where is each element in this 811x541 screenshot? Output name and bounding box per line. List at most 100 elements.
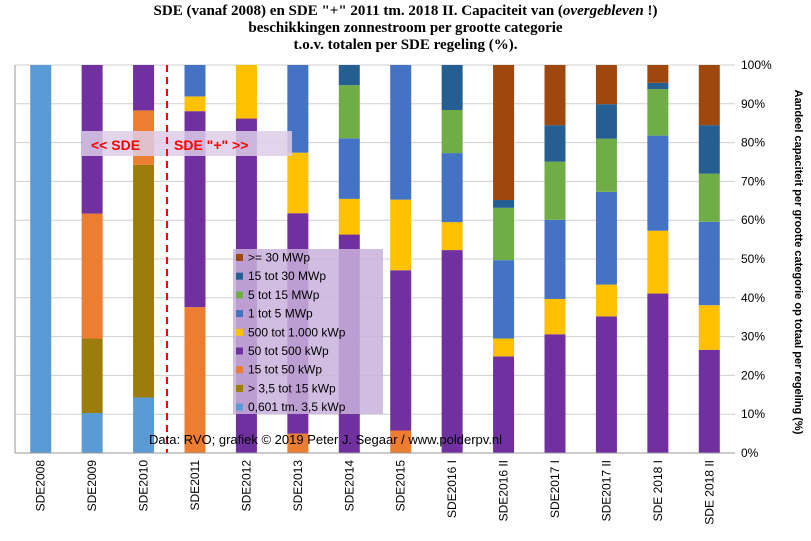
x-tick-label: SDE2012 bbox=[239, 460, 253, 512]
bar-segment-50-tot-500-kwp bbox=[133, 65, 155, 111]
bar-segment-0-601-tm-3-5-kwp bbox=[81, 413, 103, 453]
legend-swatch bbox=[236, 384, 243, 392]
bar-segment-500-tot-1-000-kwp bbox=[441, 222, 463, 251]
chart-title-prefix: SDE (vanaf 2008) en SDE "+" 2011 tm. 201… bbox=[153, 3, 563, 19]
bar-segment-500-tot-1-000-kwp bbox=[493, 338, 515, 357]
y-tick-label: 10% bbox=[741, 407, 765, 421]
y-tick-label: 100% bbox=[741, 58, 772, 72]
bar-segment-1-tot-5-mwp bbox=[441, 153, 463, 223]
legend-label: 15 tot 30 MWp bbox=[248, 269, 326, 283]
y-tick-labels: 0% 10% 20% 30% 40% 50% 60% 70% 80% 90% 100% bbox=[741, 58, 772, 460]
chart-title-line-3: t.o.v. totalen per SDE regeling (%). bbox=[293, 37, 518, 53]
legend-label: 50 tot 500 kWp bbox=[248, 344, 329, 358]
x-tick-label: SDE2009 bbox=[85, 460, 99, 512]
legend-background bbox=[233, 249, 383, 414]
bar-segment-50-tot-500-kwp bbox=[698, 349, 720, 453]
bar-segment-5-tot-15-mwp bbox=[441, 110, 463, 154]
bar-segment-30-mwp bbox=[493, 65, 515, 201]
bar-segment-1-tot-5-mwp bbox=[493, 260, 515, 339]
sde-label-background bbox=[82, 131, 292, 156]
bar-segment-50-tot-500-kwp bbox=[544, 334, 566, 453]
bar-segment-500-tot-1-000-kwp bbox=[338, 198, 360, 235]
bar-segment-0-601-tm-3-5-kwp bbox=[133, 397, 155, 453]
y-tick-label: 20% bbox=[741, 368, 765, 382]
bar-segment-15-tot-30-mwp bbox=[647, 82, 669, 90]
bar-segment-15-tot-50-kwp bbox=[287, 433, 309, 453]
legend-swatch bbox=[236, 403, 243, 411]
x-tick-label: SDE 2018 I bbox=[651, 460, 665, 521]
bar-segment-500-tot-1-000-kwp bbox=[184, 96, 206, 112]
bar-segment-15-tot-50-kwp bbox=[390, 430, 412, 453]
legend-swatch bbox=[236, 310, 243, 318]
bar-segment-15-tot-30-mwp bbox=[338, 65, 360, 86]
y-tick-label: 0% bbox=[741, 446, 759, 460]
bar-segment-50-tot-500-kwp bbox=[647, 293, 669, 453]
bar-segment-50-tot-500-kwp bbox=[441, 250, 463, 453]
legend-label: >= 30 MWp bbox=[248, 251, 310, 265]
bar-segment-500-tot-1-000-kwp bbox=[287, 152, 309, 214]
sde-plus-label: SDE "+" >> bbox=[174, 137, 248, 153]
bar-segment-5-tot-15-mwp bbox=[698, 173, 720, 222]
bar-segment-1-tot-5-mwp bbox=[647, 135, 669, 231]
x-tick-label: SDE2013 bbox=[291, 460, 305, 512]
x-tick-label: SDE2010 bbox=[137, 460, 151, 512]
source-note: Data: RVO; grafiek © 2019 Peter J. Segaa… bbox=[149, 432, 502, 447]
bar-segment-1-tot-5-mwp bbox=[595, 191, 617, 285]
bar-segment-50-tot-500-kwp bbox=[595, 316, 617, 453]
bar-segment-500-tot-1-000-kwp bbox=[647, 230, 669, 294]
chart-title-line-2: beschikkingen zonnestroom per grootte ca… bbox=[248, 20, 563, 36]
y-tick-label: 80% bbox=[741, 136, 765, 150]
x-tick-label: SDE2014 bbox=[342, 460, 356, 512]
bar-segment-50-tot-500-kwp bbox=[390, 270, 412, 431]
bar-segment-1-tot-5-mwp bbox=[390, 65, 412, 200]
bar-segment-5-tot-15-mwp bbox=[595, 138, 617, 192]
chart-title-line-1: SDE (vanaf 2008) en SDE "+" 2011 tm. 201… bbox=[0, 3, 811, 20]
bar-segment-15-tot-30-mwp bbox=[544, 125, 566, 162]
bar-segment-500-tot-1-000-kwp bbox=[390, 199, 412, 271]
legend-label: 1 tot 5 MWp bbox=[248, 307, 313, 321]
bar-segment-500-tot-1-000-kwp bbox=[235, 65, 257, 119]
bar-segment-15-tot-30-mwp bbox=[493, 200, 515, 208]
chart-title-suffix: !) bbox=[643, 3, 658, 19]
axes bbox=[14, 65, 735, 454]
bar-segment-15-tot-50-kwp bbox=[184, 307, 206, 453]
bar-segment-3-5-tot-15-kwp bbox=[133, 164, 155, 398]
bar-segment-1-tot-5-mwp bbox=[544, 219, 566, 299]
bar-segment-15-tot-30-mwp bbox=[698, 125, 720, 174]
y-axis-label: Aandeel capaciteit per grootte categorie… bbox=[792, 90, 804, 435]
bar-segment-1-tot-5-mwp bbox=[287, 65, 309, 153]
legend-label: > 3,5 tot 15 kWp bbox=[248, 381, 336, 395]
x-tick-label: SDE2015 bbox=[394, 460, 408, 512]
bar-segment-30-mwp bbox=[647, 65, 669, 83]
legend-label: 0,601 tm. 3,5 kWp bbox=[248, 400, 346, 414]
legend: >= 30 MWp 15 tot 30 MWp 5 tot 15 MWp 1 tot … bbox=[233, 249, 383, 414]
bar-segment-50-tot-500-kwp bbox=[493, 356, 515, 453]
bar-segment-1-tot-5-mwp bbox=[338, 138, 360, 199]
x-tick-label: SDE2016 II bbox=[497, 460, 511, 521]
bar-segment-15-tot-50-kwp bbox=[81, 213, 103, 339]
bar-segment-30-mwp bbox=[544, 65, 566, 126]
bar-segment-1-tot-5-mwp bbox=[184, 65, 206, 97]
legend-swatch bbox=[236, 328, 243, 336]
bar-segment-15-tot-30-mwp bbox=[595, 104, 617, 139]
legend-swatch bbox=[236, 254, 243, 261]
y-tick-label: 30% bbox=[741, 330, 765, 344]
x-tick-label: SDE2017 II bbox=[599, 460, 613, 521]
x-tick-label: SDE 2018 II bbox=[702, 460, 716, 525]
legend-swatch bbox=[236, 291, 243, 299]
legend-label: 5 tot 15 MWp bbox=[248, 288, 320, 302]
x-tick-label: SDE2008 bbox=[34, 460, 48, 512]
bar-segment-30-mwp bbox=[595, 65, 617, 105]
legend-label: 500 tot 1.000 kWp bbox=[248, 325, 346, 339]
y-tick-label: 50% bbox=[741, 252, 765, 266]
y-tick-label: 60% bbox=[741, 213, 765, 227]
bar-segment-500-tot-1-000-kwp bbox=[698, 305, 720, 350]
legend-swatch bbox=[236, 366, 243, 374]
legend-label: 15 tot 50 kWp bbox=[248, 363, 322, 377]
chart-title-italic: overgebleven bbox=[562, 3, 644, 19]
x-tick-label: SDE2017 I bbox=[548, 460, 562, 518]
x-tick-label: SDE2016 I bbox=[445, 460, 459, 518]
bar-segment-500-tot-1-000-kwp bbox=[544, 298, 566, 335]
